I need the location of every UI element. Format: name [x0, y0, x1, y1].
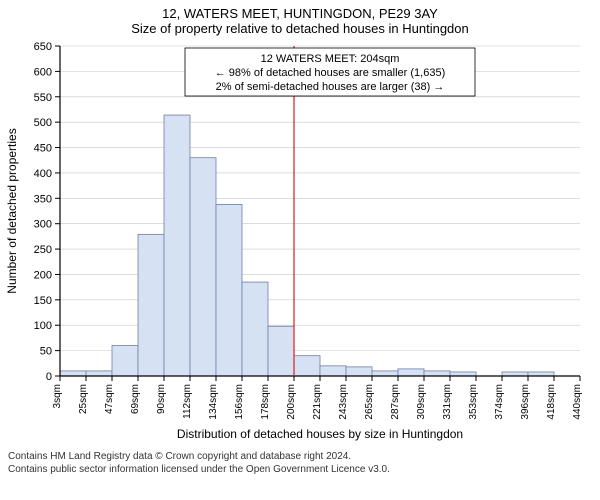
histogram-bar — [112, 346, 138, 376]
histogram-bar — [86, 371, 112, 376]
x-tick-label: 331sqm — [442, 384, 453, 420]
x-tick-label: 112sqm — [182, 384, 193, 419]
y-tick-label: 150 — [34, 295, 52, 307]
histogram-bar — [60, 371, 86, 376]
x-tick-label: 265sqm — [364, 384, 375, 420]
x-tick-label: 396sqm — [520, 384, 531, 420]
x-tick-label: 418sqm — [546, 384, 557, 420]
annotation-line: ← 98% of detached houses are smaller (1,… — [215, 67, 446, 79]
x-tick-label: 90sqm — [156, 384, 167, 414]
x-tick-label: 200sqm — [286, 384, 297, 420]
x-tick-label: 353sqm — [468, 384, 479, 420]
y-tick-label: 0 — [46, 371, 52, 383]
y-tick-label: 400 — [34, 168, 52, 180]
footer-line-1: Contains HM Land Registry data © Crown c… — [8, 450, 592, 463]
histogram-bar — [190, 158, 216, 376]
histogram-bar — [138, 234, 164, 376]
x-tick-label: 243sqm — [338, 384, 349, 420]
x-tick-label: 440sqm — [572, 384, 583, 420]
y-tick-label: 50 — [40, 346, 52, 358]
x-tick-label: 374sqm — [494, 384, 505, 420]
x-tick-label: 25sqm — [78, 384, 89, 414]
histogram-bar — [216, 204, 242, 376]
chart-bg — [0, 36, 600, 446]
x-tick-label: 178sqm — [260, 384, 271, 420]
histogram-bar — [242, 282, 268, 376]
y-axis-label: Number of detached properties — [5, 128, 19, 293]
chart-title-1: 12, WATERS MEET, HUNTINGDON, PE29 3AY — [0, 0, 600, 21]
y-tick-label: 100 — [34, 320, 52, 332]
annotation-line: 2% of semi-detached houses are larger (3… — [216, 81, 445, 93]
x-axis-label: Distribution of detached houses by size … — [177, 427, 463, 441]
histogram-bar — [372, 371, 398, 376]
y-tick-label: 200 — [34, 269, 52, 281]
annotation-line: 12 WATERS MEET: 204sqm — [261, 53, 400, 65]
footer-line-2: Contains public sector information licen… — [8, 463, 592, 476]
y-tick-label: 300 — [34, 219, 52, 231]
chart-title-2: Size of property relative to detached ho… — [0, 21, 600, 36]
histogram-chart: 0 50 100 150 200 250 300 350 400 450 500 550 600 650 3… — [0, 36, 600, 446]
x-tick-label: 309sqm — [416, 384, 427, 420]
y-tick-label: 600 — [34, 66, 52, 78]
histogram-bar — [294, 356, 320, 376]
histogram-bar — [502, 372, 528, 376]
y-tick-label: 500 — [34, 117, 52, 129]
y-tick-label: 650 — [34, 41, 52, 53]
y-tick-label: 250 — [34, 244, 52, 256]
x-tick-label: 156sqm — [234, 384, 245, 420]
histogram-bar — [398, 369, 424, 376]
histogram-bar — [164, 115, 190, 376]
x-tick-label: 69sqm — [130, 384, 141, 414]
histogram-bar — [424, 371, 450, 376]
x-tick-label: 221sqm — [312, 384, 323, 420]
histogram-bar — [268, 326, 294, 376]
histogram-bar — [346, 367, 372, 376]
histogram-bar — [320, 366, 346, 376]
y-tick-label: 450 — [34, 143, 52, 155]
x-tick-label: 287sqm — [390, 384, 401, 420]
y-tick-label: 350 — [34, 193, 52, 205]
x-tick-label: 134sqm — [208, 384, 219, 420]
histogram-bar — [450, 372, 476, 376]
x-tick-label: 3sqm — [52, 384, 63, 408]
histogram-bar — [528, 372, 554, 376]
x-tick-label: 47sqm — [104, 384, 115, 414]
y-tick-label: 550 — [34, 92, 52, 104]
footer: Contains HM Land Registry data © Crown c… — [0, 446, 600, 476]
